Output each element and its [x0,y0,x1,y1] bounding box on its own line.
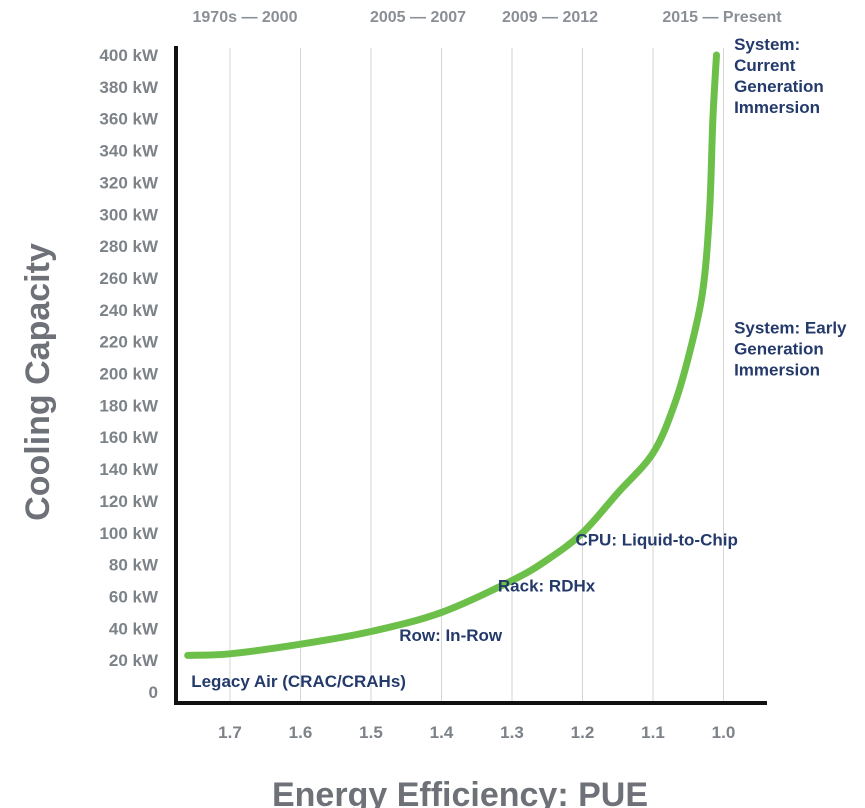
y-tick-label: 120 kW [99,492,159,511]
y-tick-label: 400 kW [99,46,159,65]
y-tick-label: 280 kW [99,237,159,256]
y-axis-ticks: 0 20 kW 40 kW 60 kW 80 kW 100 kW 120 kW 140 kW 1… [99,46,159,702]
annotation-label: System: Early Generation Immersion [734,319,847,380]
era-label: 2015 — Present [662,9,782,26]
gridlines [229,48,724,701]
y-tick-label: 240 kW [99,301,159,320]
y-tick-label: 140 kW [99,460,159,479]
y-tick-label: 300 kW [99,205,159,224]
y-tick-label: 60 kW [109,587,159,606]
era-label: 2009 — 2012 [502,9,598,26]
x-tick-label: 1.3 [500,723,524,742]
y-tick-label: 160 kW [99,428,159,447]
x-tick-label: 1.7 [218,723,242,742]
annotation-label: Legacy Air (CRAC/CRAHs) [191,672,406,691]
y-tick-label: 100 kW [99,524,159,543]
y-tick-label: 80 kW [109,556,159,575]
x-tick-label: 1.5 [359,723,383,742]
y-tick-label: 0 [149,683,158,702]
y-tick-label: 380 kW [99,78,159,97]
x-tick-label: 1.1 [641,723,665,742]
series-line-cooling [184,51,720,659]
y-tick-label: 180 kW [99,396,159,415]
y-tick-label: 320 kW [99,173,159,192]
y-axis-title: Cooling Capacity [19,243,57,521]
y-tick-label: 200 kW [99,365,159,384]
x-tick-label: 1.4 [430,723,454,742]
era-labels: 1970s — 2000 2005 — 2007 2009 — 2012 2015 —… [193,9,783,26]
annotation-label: System: Current Generation Immersion [734,35,824,117]
chart-axes [174,46,767,705]
x-tick-label: 1.2 [571,723,595,742]
x-axis-ticks: 1.7 1.6 1.5 1.4 1.3 1.2 1.1 1.0 [218,723,735,742]
y-tick-label: 260 kW [99,269,159,288]
y-tick-label: 340 kW [99,142,159,161]
annotation-label: Row: In-Row [399,626,503,645]
y-tick-label: 20 kW [109,651,159,670]
annotations: Legacy Air (CRAC/CRAHs) Row: In-Row Rack: … [191,35,847,691]
annotation-label: CPU: Liquid-to-Chip [575,530,737,549]
x-tick-label: 1.0 [712,723,736,742]
era-label: 2005 — 2007 [370,9,466,26]
y-tick-label: 360 kW [99,110,159,129]
y-tick-label: 40 kW [109,619,159,638]
era-label: 1970s — 2000 [193,9,298,26]
x-tick-label: 1.6 [289,723,313,742]
annotation-label: Rack: RDHx [498,577,596,596]
x-axis-title: Energy Efficiency: PUE [272,776,648,808]
y-tick-label: 220 kW [99,333,159,352]
